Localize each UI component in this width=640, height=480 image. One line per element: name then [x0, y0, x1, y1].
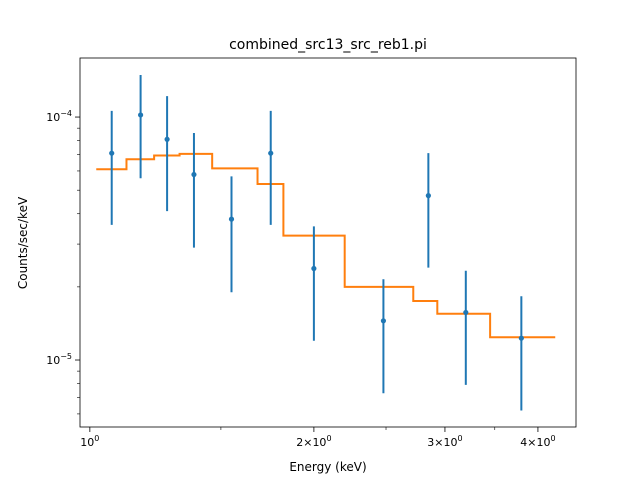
data-layer — [109, 74, 524, 411]
data-point — [164, 136, 170, 142]
data-point — [518, 335, 524, 341]
chart-title: combined_src13_src_reb1.pi — [229, 37, 427, 53]
y-axis-label: Counts/sec/keV — [16, 196, 30, 289]
data-point — [228, 216, 235, 222]
data-point — [463, 309, 469, 316]
plot-frame — [79, 57, 577, 428]
x-tick-label: 4×100 — [520, 434, 555, 449]
tick-layer: 100 2×100 3×100 4×100 10−5 10−4 — [46, 109, 555, 449]
x-tick-label: 2×100 — [296, 434, 331, 449]
data-point — [109, 150, 115, 156]
data-point — [311, 265, 317, 272]
data-point — [191, 171, 197, 178]
data-point — [425, 192, 431, 199]
data-point — [137, 112, 144, 118]
x-tick-label: 3×100 — [427, 434, 462, 449]
data-point — [380, 318, 387, 324]
x-tick-label: 100 — [80, 434, 99, 449]
y-tick-label: 10−4 — [46, 109, 72, 124]
x-axis-label: Energy (keV) — [289, 460, 366, 474]
data-point — [268, 150, 274, 156]
y-tick-label: 10−5 — [46, 352, 72, 367]
